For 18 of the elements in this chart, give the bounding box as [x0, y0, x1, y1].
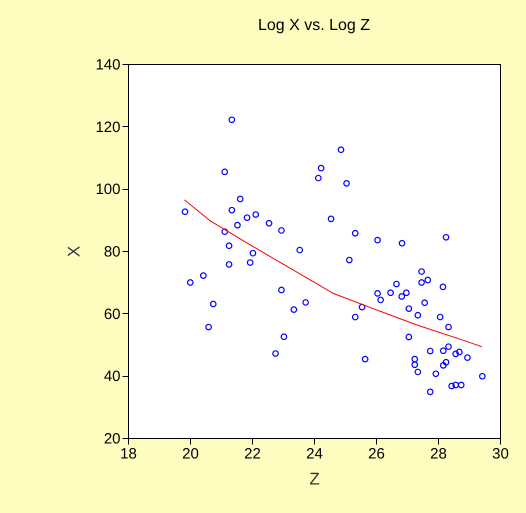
x-tick-label: 18	[120, 446, 137, 462]
chart-title: Log X vs. Log Z	[258, 17, 370, 34]
x-tick-label: 22	[244, 446, 261, 462]
y-tick-label: 80	[104, 244, 120, 260]
y-tick-label: 60	[104, 306, 120, 323]
y-tick-label: 20	[104, 430, 120, 448]
y-tick-label: 120	[95, 118, 120, 136]
x-axis-title: Z	[309, 470, 320, 488]
y-tick-label: 100	[95, 181, 120, 198]
x-tick-label: 24	[306, 446, 323, 462]
y-tick-label: 40	[104, 368, 120, 386]
x-tick-label: 26	[368, 446, 385, 462]
x-tick-label: 20	[182, 446, 199, 462]
y-tick-label: 140	[95, 56, 120, 74]
x-tick-label: 28	[430, 446, 447, 462]
line-series	[184, 199, 483, 348]
x-tick-label: 30	[492, 446, 509, 462]
y-axis-title: X	[64, 246, 84, 258]
